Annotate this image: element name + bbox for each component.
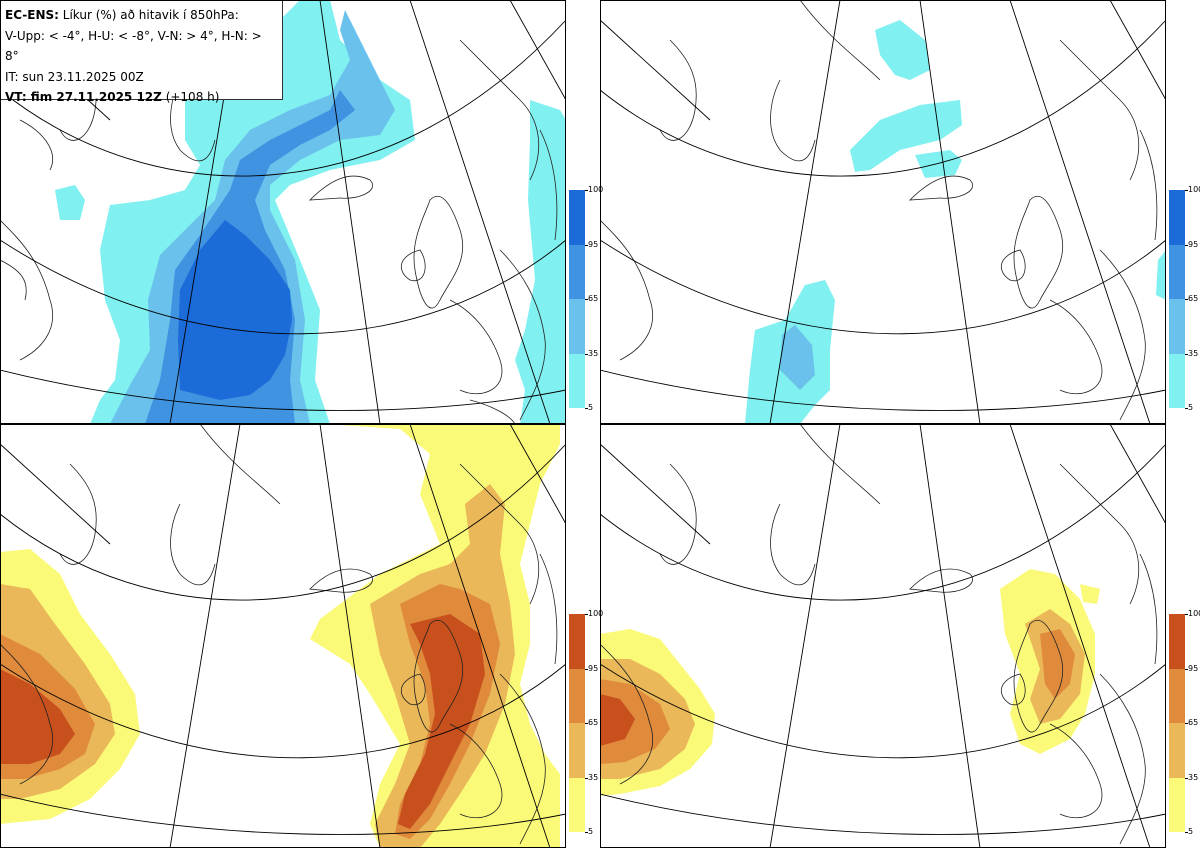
colorbar-tick-label: 100 xyxy=(588,185,604,194)
colorbar-segment xyxy=(569,723,585,778)
colorbar-tick-mark xyxy=(1185,832,1188,833)
colorbar-tick-label: 65 xyxy=(1188,718,1199,727)
colorbar-segment xyxy=(1169,723,1185,778)
colorbar-tick-label: 100 xyxy=(1188,185,1200,194)
colorbar-tick-label: 95 xyxy=(1188,239,1199,249)
colorbar-warm-bottom-left: 100 95 65 35 5 xyxy=(569,609,603,836)
probability-map-cold-8 xyxy=(600,0,1166,424)
colorbar-tick-mark xyxy=(585,723,588,724)
colorbar-tick-mark xyxy=(1185,408,1188,409)
colorbar-segment xyxy=(569,668,585,723)
info-line-2: V-Upp: < -4°, H-U: < -8°, V-N: > 4°, H-N… xyxy=(5,28,262,64)
map-panel-bottom-left xyxy=(0,424,566,848)
colorbar-tick-label: 5 xyxy=(1188,403,1194,412)
prob-area-35-a xyxy=(780,325,815,390)
probability-map-cold-4 xyxy=(0,0,566,424)
map-panel-top-right xyxy=(600,0,1166,424)
colorbar-tick-mark xyxy=(585,777,588,779)
colorbar-segment xyxy=(569,614,585,669)
prob-area-5-east xyxy=(515,100,566,424)
colorbar-segment xyxy=(1169,244,1185,299)
colorbar-tick-mark xyxy=(1185,614,1188,615)
lead-time: (+108 h) xyxy=(161,90,220,104)
colorbar-tick-mark xyxy=(585,244,588,246)
colorbar-tick-mark xyxy=(585,832,588,833)
prob-area-5-a xyxy=(875,20,930,80)
colorbar-tick-mark xyxy=(585,668,588,670)
colorbar-tick-label: 35 xyxy=(1188,348,1199,358)
info-line-4: VT: fim 27.11.2025 12Z (+108 h) xyxy=(5,87,278,108)
colorbar-tick-mark xyxy=(1185,353,1188,355)
prob-area-65-east xyxy=(1040,629,1075,699)
colorbar-segment xyxy=(1169,353,1185,408)
coastlines xyxy=(600,424,1158,845)
prob-area-5-c xyxy=(915,150,962,178)
colorbar-tick-label: 5 xyxy=(588,827,594,836)
colorbar-tick-mark xyxy=(1185,299,1188,300)
colorbar-tick-label: 100 xyxy=(588,609,604,618)
colorbar-tick-mark xyxy=(1185,723,1188,724)
info-description: Líkur (%) að hitavik í 850hPa: xyxy=(58,8,239,22)
graticule xyxy=(600,424,1166,848)
colorbar-tick-label: 35 xyxy=(1188,772,1199,782)
info-line-1: EC-ENS: Líkur (%) að hitavik í 850hPa: xyxy=(5,5,278,26)
colorbar-segment xyxy=(1169,668,1185,723)
map-panel-top-left: EC-ENS: Líkur (%) að hitavik í 850hPa: V… xyxy=(0,0,566,424)
colorbar-tick-mark xyxy=(585,408,588,409)
info-line-3: IT: sun 23.11.2025 00Z xyxy=(5,69,144,84)
colorbar-tick-mark xyxy=(1185,244,1188,246)
graticule xyxy=(0,424,566,848)
colorbar-tick-label: 65 xyxy=(588,294,599,303)
colorbar-tick-label: 100 xyxy=(1188,609,1200,618)
colorbar-tick-label: 5 xyxy=(588,403,594,412)
colorbar-tick-label: 95 xyxy=(1188,663,1199,673)
valid-time: VT: fim 27.11.2025 12Z xyxy=(5,90,162,104)
colorbar-tick-label: 95 xyxy=(588,239,599,249)
colorbar-tick-mark xyxy=(585,190,588,191)
probability-map-warm-8 xyxy=(600,424,1166,848)
colorbar-segment xyxy=(569,244,585,299)
colorbar-tick-label: 65 xyxy=(588,718,599,727)
prob-area-95 xyxy=(178,220,292,400)
colorbar-segment xyxy=(569,299,585,354)
colorbar-tick-label: 5 xyxy=(1188,827,1194,836)
coastlines xyxy=(0,424,558,845)
prob-area-95-west xyxy=(600,694,635,746)
prob-area-5-small xyxy=(55,185,85,220)
colorbar-segment xyxy=(1169,299,1185,354)
colorbar-tick-mark xyxy=(1185,777,1188,779)
colorbar-segment xyxy=(1169,777,1185,832)
prob-area-5-east xyxy=(1156,250,1166,300)
colorbar-tick-label: 35 xyxy=(588,348,599,358)
colorbar-segment xyxy=(569,190,585,245)
colorbar-tick-label: 35 xyxy=(588,772,599,782)
colorbar-tick-label: 65 xyxy=(1188,294,1199,303)
colorbar-tick-mark xyxy=(585,353,588,355)
prob-area-5-b xyxy=(850,100,962,172)
colorbar-warm-bottom-right: 100 95 65 35 5 xyxy=(1169,609,1200,836)
colorbar-segment xyxy=(569,777,585,832)
forecast-info-box: EC-ENS: Líkur (%) að hitavik í 850hPa: V… xyxy=(0,0,283,104)
colorbar-tick-mark xyxy=(585,614,588,615)
colorbar-cold-top-left: 100 95 65 35 5 xyxy=(569,185,603,412)
probability-map-warm-4 xyxy=(0,424,566,848)
colorbar-segment xyxy=(1169,190,1185,245)
colorbar-segment xyxy=(569,353,585,408)
prob-area-5-ne xyxy=(1080,584,1100,604)
graticule xyxy=(600,0,1166,424)
colorbar-cold-top-right: 100 95 65 35 5 xyxy=(1169,185,1200,412)
model-name: EC-ENS: xyxy=(5,8,59,22)
colorbar-segment xyxy=(1169,614,1185,669)
colorbar-tick-label: 95 xyxy=(588,663,599,673)
coastlines xyxy=(600,0,1158,421)
colorbar-tick-mark xyxy=(1185,190,1188,191)
colorbar-tick-mark xyxy=(1185,668,1188,670)
prob-area-95-west xyxy=(0,669,75,764)
colorbar-tick-mark xyxy=(585,299,588,300)
map-panel-bottom-right xyxy=(600,424,1166,848)
